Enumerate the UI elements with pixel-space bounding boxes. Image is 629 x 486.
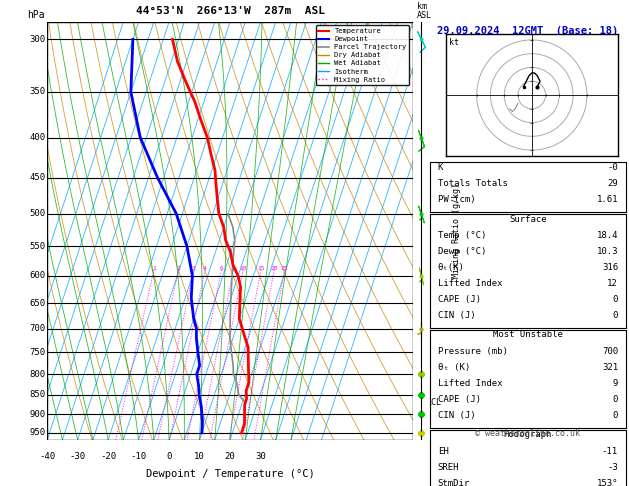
Text: Totals Totals: Totals Totals	[438, 179, 508, 188]
Text: 400: 400	[29, 133, 45, 142]
Text: Pressure (mb): Pressure (mb)	[438, 347, 508, 356]
Text: 900: 900	[29, 410, 45, 419]
Text: EH: EH	[438, 447, 448, 456]
Text: Dewp (°C): Dewp (°C)	[438, 247, 486, 256]
Text: -30: -30	[70, 452, 86, 461]
Text: 44°53'N  266°13'W  287m  ASL: 44°53'N 266°13'W 287m ASL	[136, 6, 325, 16]
Text: 30: 30	[255, 452, 266, 461]
Text: 600: 600	[29, 271, 45, 280]
Text: 3: 3	[192, 266, 196, 271]
Text: PW (cm): PW (cm)	[438, 195, 476, 204]
Text: -3: -3	[607, 463, 618, 472]
Text: CAPE (J): CAPE (J)	[438, 295, 481, 304]
Text: 8: 8	[231, 266, 235, 271]
Text: 350: 350	[29, 87, 45, 97]
Text: 0: 0	[613, 295, 618, 304]
Text: 9: 9	[613, 379, 618, 388]
Text: 29: 29	[607, 179, 618, 188]
Text: θₜ (K): θₜ (K)	[438, 363, 470, 372]
Text: 6: 6	[220, 266, 223, 271]
Text: 2: 2	[177, 266, 180, 271]
Legend: Temperature, Dewpoint, Parcel Trajectory, Dry Adiabat, Wet Adiabat, Isotherm, Mi: Temperature, Dewpoint, Parcel Trajectory…	[316, 25, 409, 86]
Text: 650: 650	[29, 299, 45, 308]
Text: LCL: LCL	[426, 398, 441, 407]
Text: CAPE (J): CAPE (J)	[438, 395, 481, 404]
Text: 321: 321	[602, 363, 618, 372]
Text: StmDir: StmDir	[438, 479, 470, 486]
Text: CIN (J): CIN (J)	[438, 311, 476, 320]
Text: 8: 8	[416, 48, 422, 57]
Text: 0: 0	[613, 395, 618, 404]
Text: 0: 0	[613, 411, 618, 419]
Text: Mixing Ratio (g/kg): Mixing Ratio (g/kg)	[452, 183, 461, 278]
Text: 12: 12	[607, 279, 618, 288]
Text: 700: 700	[29, 324, 45, 333]
Text: K: K	[438, 163, 443, 172]
Text: 316: 316	[602, 263, 618, 272]
Text: Surface: Surface	[509, 214, 547, 224]
Text: 3: 3	[416, 327, 422, 336]
Text: 7: 7	[416, 115, 422, 123]
Text: Temp (°C): Temp (°C)	[438, 231, 486, 240]
Text: 20: 20	[270, 266, 277, 271]
Text: 450: 450	[29, 173, 45, 182]
Text: hPa: hPa	[27, 10, 45, 20]
Text: 18.4: 18.4	[596, 231, 618, 240]
Text: © weatheronline.co.uk: © weatheronline.co.uk	[476, 429, 581, 438]
Text: 29.09.2024  12GMT  (Base: 18): 29.09.2024 12GMT (Base: 18)	[437, 26, 618, 36]
Text: 950: 950	[29, 428, 45, 437]
Text: 153°: 153°	[596, 479, 618, 486]
Text: 700: 700	[602, 347, 618, 356]
Text: 550: 550	[29, 242, 45, 251]
Text: 1.61: 1.61	[596, 195, 618, 204]
Text: 850: 850	[29, 390, 45, 399]
Text: 750: 750	[29, 347, 45, 357]
Text: 4: 4	[203, 266, 207, 271]
Text: Hodograph: Hodograph	[504, 430, 552, 439]
Text: 0: 0	[167, 452, 172, 461]
Text: 300: 300	[29, 35, 45, 44]
Text: 15: 15	[257, 266, 264, 271]
Text: CIN (J): CIN (J)	[438, 411, 476, 419]
Text: kt: kt	[449, 38, 459, 47]
Text: Dewpoint / Temperature (°C): Dewpoint / Temperature (°C)	[146, 469, 314, 479]
Text: 500: 500	[29, 209, 45, 218]
Text: 25: 25	[281, 266, 288, 271]
Text: 0: 0	[613, 311, 618, 320]
Text: -20: -20	[100, 452, 116, 461]
Text: Most Unstable: Most Unstable	[493, 330, 563, 339]
Text: 1: 1	[416, 408, 422, 417]
Text: Lifted Index: Lifted Index	[438, 279, 502, 288]
Text: 5: 5	[416, 229, 422, 238]
Text: Lifted Index: Lifted Index	[438, 379, 502, 388]
Text: 1: 1	[152, 266, 155, 271]
Text: 800: 800	[29, 369, 45, 379]
Text: 2: 2	[416, 369, 422, 379]
Text: -40: -40	[39, 452, 55, 461]
Text: -11: -11	[602, 447, 618, 456]
Text: 6: 6	[416, 175, 422, 184]
Text: 4: 4	[416, 280, 422, 289]
Text: 10: 10	[194, 452, 205, 461]
Text: -0: -0	[607, 163, 618, 172]
Text: 20: 20	[225, 452, 235, 461]
Text: 10: 10	[239, 266, 247, 271]
Text: 10.3: 10.3	[596, 247, 618, 256]
Text: -10: -10	[131, 452, 147, 461]
Text: km
ASL: km ASL	[416, 2, 431, 20]
Text: θₜ(K): θₜ(K)	[438, 263, 465, 272]
Text: SREH: SREH	[438, 463, 459, 472]
